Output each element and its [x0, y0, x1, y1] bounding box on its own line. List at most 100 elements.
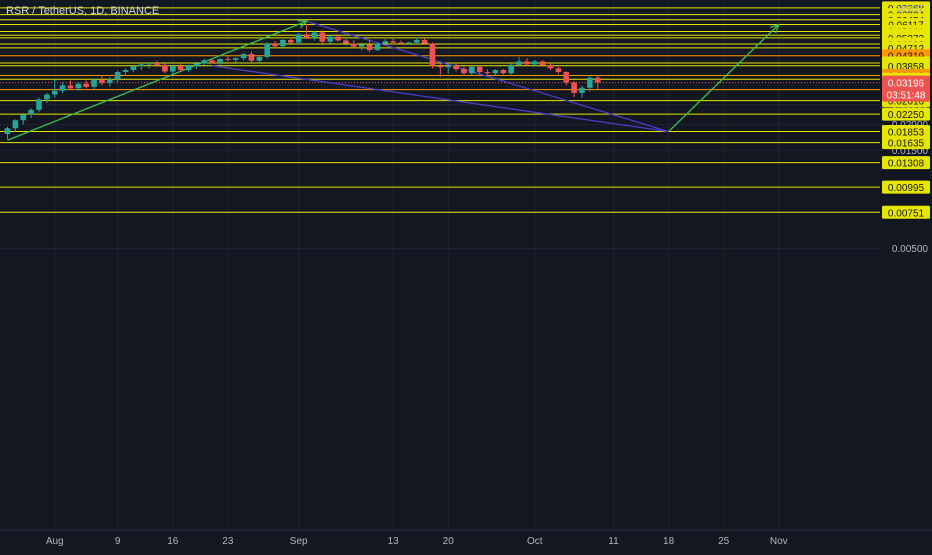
candle[interactable] — [484, 69, 491, 76]
candle[interactable] — [476, 64, 483, 75]
x-tick-label: Oct — [527, 536, 543, 547]
candle[interactable] — [343, 39, 349, 46]
candle[interactable] — [225, 56, 231, 62]
candle[interactable] — [59, 82, 66, 94]
candle[interactable] — [358, 42, 365, 51]
x-tick-label: 18 — [663, 536, 675, 547]
lower-trendline[interactable] — [212, 65, 669, 133]
candle[interactable] — [177, 63, 184, 73]
candle[interactable] — [594, 75, 601, 89]
candle[interactable] — [99, 75, 105, 86]
candle[interactable] — [295, 33, 302, 45]
candle[interactable] — [516, 57, 522, 67]
candle[interactable] — [20, 112, 27, 125]
candle-body — [398, 42, 404, 44]
candle[interactable] — [280, 39, 286, 48]
x-tick-label: 16 — [167, 536, 179, 547]
candle[interactable] — [406, 41, 412, 45]
candle[interactable] — [398, 40, 404, 45]
candle[interactable] — [264, 42, 271, 59]
candle-body — [169, 66, 176, 72]
candle[interactable] — [421, 38, 428, 45]
candle[interactable] — [51, 79, 58, 98]
green-arrow-line[interactable] — [668, 24, 780, 133]
candle[interactable] — [154, 60, 160, 68]
candle[interactable] — [500, 69, 507, 75]
price-level-label: 0.02616 — [888, 97, 925, 108]
candle[interactable] — [508, 63, 514, 75]
candle[interactable] — [319, 30, 326, 44]
candle[interactable] — [272, 40, 278, 49]
candle[interactable] — [374, 42, 381, 52]
candle[interactable] — [303, 23, 310, 40]
candle-body — [146, 63, 152, 65]
candle[interactable] — [122, 68, 129, 76]
candle[interactable] — [130, 64, 137, 73]
candle[interactable] — [571, 81, 577, 98]
candle-body — [343, 40, 349, 44]
candle[interactable] — [36, 97, 42, 113]
price-level-label: 0.02250 — [888, 110, 925, 121]
candle[interactable] — [327, 35, 333, 44]
candle[interactable] — [461, 65, 467, 76]
candle[interactable] — [232, 57, 239, 63]
candle-body — [154, 63, 160, 65]
candle[interactable] — [288, 37, 294, 44]
candle[interactable] — [209, 58, 215, 64]
y-tick-label: 0.00500 — [892, 244, 929, 255]
candle-body — [319, 32, 326, 42]
candle[interactable] — [539, 60, 546, 67]
candle[interactable] — [492, 69, 499, 76]
candle[interactable] — [67, 80, 74, 90]
candle[interactable] — [453, 63, 459, 72]
candle[interactable] — [146, 62, 152, 69]
candle[interactable] — [4, 126, 11, 140]
candle[interactable] — [107, 77, 113, 87]
candle[interactable] — [366, 39, 373, 53]
candle[interactable] — [350, 39, 357, 49]
candle[interactable] — [335, 34, 341, 42]
candle[interactable] — [28, 108, 34, 119]
candle[interactable] — [185, 64, 192, 73]
time-axis[interactable] — [0, 530, 932, 550]
candle[interactable] — [413, 37, 420, 45]
upper-trendline[interactable] — [306, 20, 669, 133]
candle[interactable] — [390, 38, 396, 45]
candle[interactable] — [91, 78, 97, 90]
candle[interactable] — [83, 80, 89, 89]
candle[interactable] — [437, 63, 444, 78]
candle[interactable] — [311, 30, 318, 41]
candle[interactable] — [114, 70, 121, 83]
candle[interactable] — [555, 66, 562, 75]
candle[interactable] — [579, 85, 585, 98]
candle[interactable] — [201, 58, 208, 66]
candle[interactable] — [12, 119, 19, 132]
price-level-badge — [882, 136, 930, 150]
candle[interactable] — [524, 58, 530, 66]
candle[interactable] — [256, 56, 263, 64]
candle[interactable] — [587, 75, 593, 92]
candle-body — [563, 72, 570, 83]
candle[interactable] — [248, 51, 255, 64]
candle[interactable] — [547, 63, 554, 71]
candle[interactable] — [162, 63, 168, 74]
candle[interactable] — [217, 57, 223, 65]
candle[interactable] — [169, 65, 176, 75]
candle[interactable] — [138, 63, 145, 71]
candle[interactable] — [240, 53, 247, 61]
candle-body — [138, 64, 145, 66]
candle[interactable] — [193, 62, 200, 70]
candle[interactable] — [75, 81, 82, 91]
candle[interactable] — [531, 59, 538, 66]
candle[interactable] — [44, 92, 50, 103]
candle[interactable] — [563, 71, 570, 86]
x-tick-label: 20 — [443, 536, 455, 547]
candle[interactable] — [469, 65, 475, 76]
candle-body — [122, 70, 129, 73]
candle[interactable] — [445, 64, 452, 74]
candle[interactable] — [382, 39, 389, 46]
green-arrow-line[interactable] — [7, 20, 307, 141]
candle[interactable] — [429, 42, 436, 69]
price-level-label: 0.01308 — [888, 159, 925, 170]
